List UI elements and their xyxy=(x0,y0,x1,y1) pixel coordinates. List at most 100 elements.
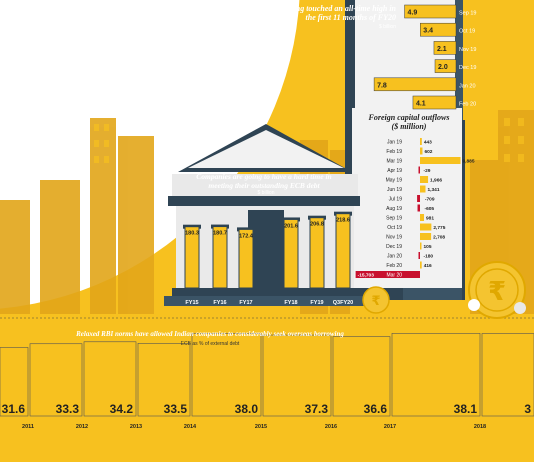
outflows-title: Foreign capital outflows ($ million) xyxy=(368,113,450,131)
borrowing-bar xyxy=(404,4,457,19)
ext-debt-bar xyxy=(391,333,481,417)
ecb-year-label: FY19 xyxy=(310,300,323,306)
borrowing-month-label: Nov 19 xyxy=(459,47,476,53)
borrowing-value-label: 2.0 xyxy=(438,64,448,71)
outflow-value-label: 416 xyxy=(424,263,432,269)
ext-debt-value-label: 3 xyxy=(524,402,531,416)
external-debt-chart: 31.6 2011 33.3 2012 34.2 2013 33.5 2014 38.0 2015… xyxy=(0,333,534,462)
ext-debt-bar xyxy=(29,343,83,417)
borrowing-month-label: Dec 19 xyxy=(459,65,476,71)
ext-debt-bar xyxy=(137,343,191,417)
ext-debt-value-label: 34.2 xyxy=(110,402,134,416)
outflow-month-label: Apr 19 xyxy=(387,168,402,174)
outflow-value-label: 981 xyxy=(426,216,434,222)
ecb-year-label: Q3FY20 xyxy=(333,300,353,306)
outflow-value-label: 9,885 xyxy=(463,159,475,165)
outflow-month-label: Dec 19 xyxy=(386,244,402,250)
ext-debt-value-label: 37.3 xyxy=(305,402,329,416)
borrowing-value-label: 2.1 xyxy=(437,46,447,53)
outflow-month-label: Sep 19 xyxy=(386,216,402,222)
ext-debt-value-label: 38.0 xyxy=(235,402,259,416)
ecb-title: Companies are going to have a hard time … xyxy=(196,172,332,190)
outflow-panel xyxy=(352,108,462,288)
ext-debt-year-label: 2016 xyxy=(325,424,337,430)
outflow-value-label: 2,775 xyxy=(433,225,445,231)
outflow-value-label: -29 xyxy=(424,168,431,174)
ext-debt-year-label: 2015 xyxy=(255,424,267,430)
external-debt-subtitle: ECB as % of external debt xyxy=(180,341,240,347)
outflow-value-label: 1,966 xyxy=(430,178,442,184)
ecb-year-label: FY18 xyxy=(284,300,297,306)
overseas-borrowing-chart: 4.9 Sep 19 3.4 Oct 19 2.1 Nov 19 2.0 Dec 19 7.8 J… xyxy=(373,4,476,110)
ext-debt-value-label: 33.5 xyxy=(164,402,188,416)
outflow-bar xyxy=(417,204,420,212)
ext-debt-year-label: 2014 xyxy=(184,424,197,430)
borrowing-bar xyxy=(433,41,457,55)
ext-debt-year-label: 2018 xyxy=(474,424,486,430)
borrowing-month-label: Oct 19 xyxy=(459,29,475,35)
outflow-value-label: 1,341 xyxy=(427,187,439,193)
svg-text:₹: ₹ xyxy=(488,277,506,307)
ecb-debt-chart: 180.3 FY15 180.7 FY16 172.4 FY17 201.6 FY18 206.… xyxy=(183,211,353,306)
borrowing-value-label: 3.4 xyxy=(423,28,433,35)
outflow-month-label: Mar 20 xyxy=(386,273,402,279)
ecb-unit: $ billion xyxy=(257,190,275,196)
ecb-bar xyxy=(335,213,351,289)
ecb-value-label: 218.6 xyxy=(336,218,350,224)
outflow-month-label: Mar 19 xyxy=(386,159,402,165)
outflow-value-label: -709 xyxy=(425,197,435,203)
outflow-value-label: 443 xyxy=(424,140,432,146)
borrowing-unit: $ billion xyxy=(379,24,396,30)
outflow-month-label: Nov 19 xyxy=(386,235,402,241)
external-debt-title: Relaxed RBI norms have allowed Indian co… xyxy=(76,330,344,338)
ecb-year-label: FY15 xyxy=(185,300,198,306)
outflow-bar xyxy=(355,271,420,278)
outflow-bar xyxy=(420,185,426,193)
borrowing-month-label: Feb 20 xyxy=(459,102,476,108)
ground-strip xyxy=(0,432,534,462)
ecb-bar xyxy=(309,217,325,289)
borrowing-bar xyxy=(420,22,457,37)
outflow-value-label: 105 xyxy=(424,244,432,250)
ecb-bar xyxy=(238,228,254,289)
ext-debt-year-label: 2013 xyxy=(130,424,142,430)
ext-debt-bar xyxy=(332,336,391,417)
ext-debt-bar xyxy=(191,333,262,417)
ecb-value-label: 206.8 xyxy=(310,222,324,228)
outflow-bar xyxy=(420,147,423,155)
outflow-value-label: -180 xyxy=(424,254,434,260)
ecb-bar xyxy=(184,226,200,289)
outflow-bar xyxy=(420,261,422,269)
outflow-month-label: Jul 19 xyxy=(389,197,403,203)
outflow-bar xyxy=(420,223,432,231)
ext-debt-year-label: 2011 xyxy=(22,424,34,430)
outflow-bar xyxy=(417,195,420,202)
outflow-month-label: Jan 20 xyxy=(387,254,402,260)
outflow-value-label: 602 xyxy=(424,149,432,155)
ecb-value-label: 180.3 xyxy=(185,231,199,237)
borrowing-title: Overseas borrowing touched an all-time h… xyxy=(238,4,396,22)
borrowing-bar xyxy=(373,77,457,92)
borrowing-month-label: Jan 20 xyxy=(459,83,476,89)
outflow-month-label: Jan 19 xyxy=(387,140,402,146)
ecb-year-label: FY16 xyxy=(213,300,226,306)
ecb-value-label: 180.7 xyxy=(213,231,227,237)
ecb-bar xyxy=(212,226,228,289)
foreign-outflows-chart: Jan 19 443 Feb 19 602 Mar 19 9,885 Apr 19 -29 Ma… xyxy=(355,138,475,279)
outflow-bar xyxy=(420,242,422,250)
ext-debt-year-label: 2017 xyxy=(384,424,396,430)
outflow-value-label: -605 xyxy=(424,206,434,212)
outflow-bar xyxy=(418,252,420,259)
outflow-month-label: Feb 20 xyxy=(386,263,402,269)
outflow-month-label: Feb 19 xyxy=(386,149,402,155)
borrowing-bar xyxy=(412,95,457,110)
outflow-value-label: 2,708 xyxy=(433,235,445,241)
ext-debt-bar xyxy=(262,334,332,417)
ecb-year-label: FY17 xyxy=(239,300,252,306)
outflow-bar xyxy=(420,176,429,183)
outflow-bar xyxy=(418,166,420,174)
ext-debt-bar xyxy=(481,333,534,417)
svg-text:₹: ₹ xyxy=(371,294,380,309)
outflow-month-label: Oct 19 xyxy=(387,225,402,231)
